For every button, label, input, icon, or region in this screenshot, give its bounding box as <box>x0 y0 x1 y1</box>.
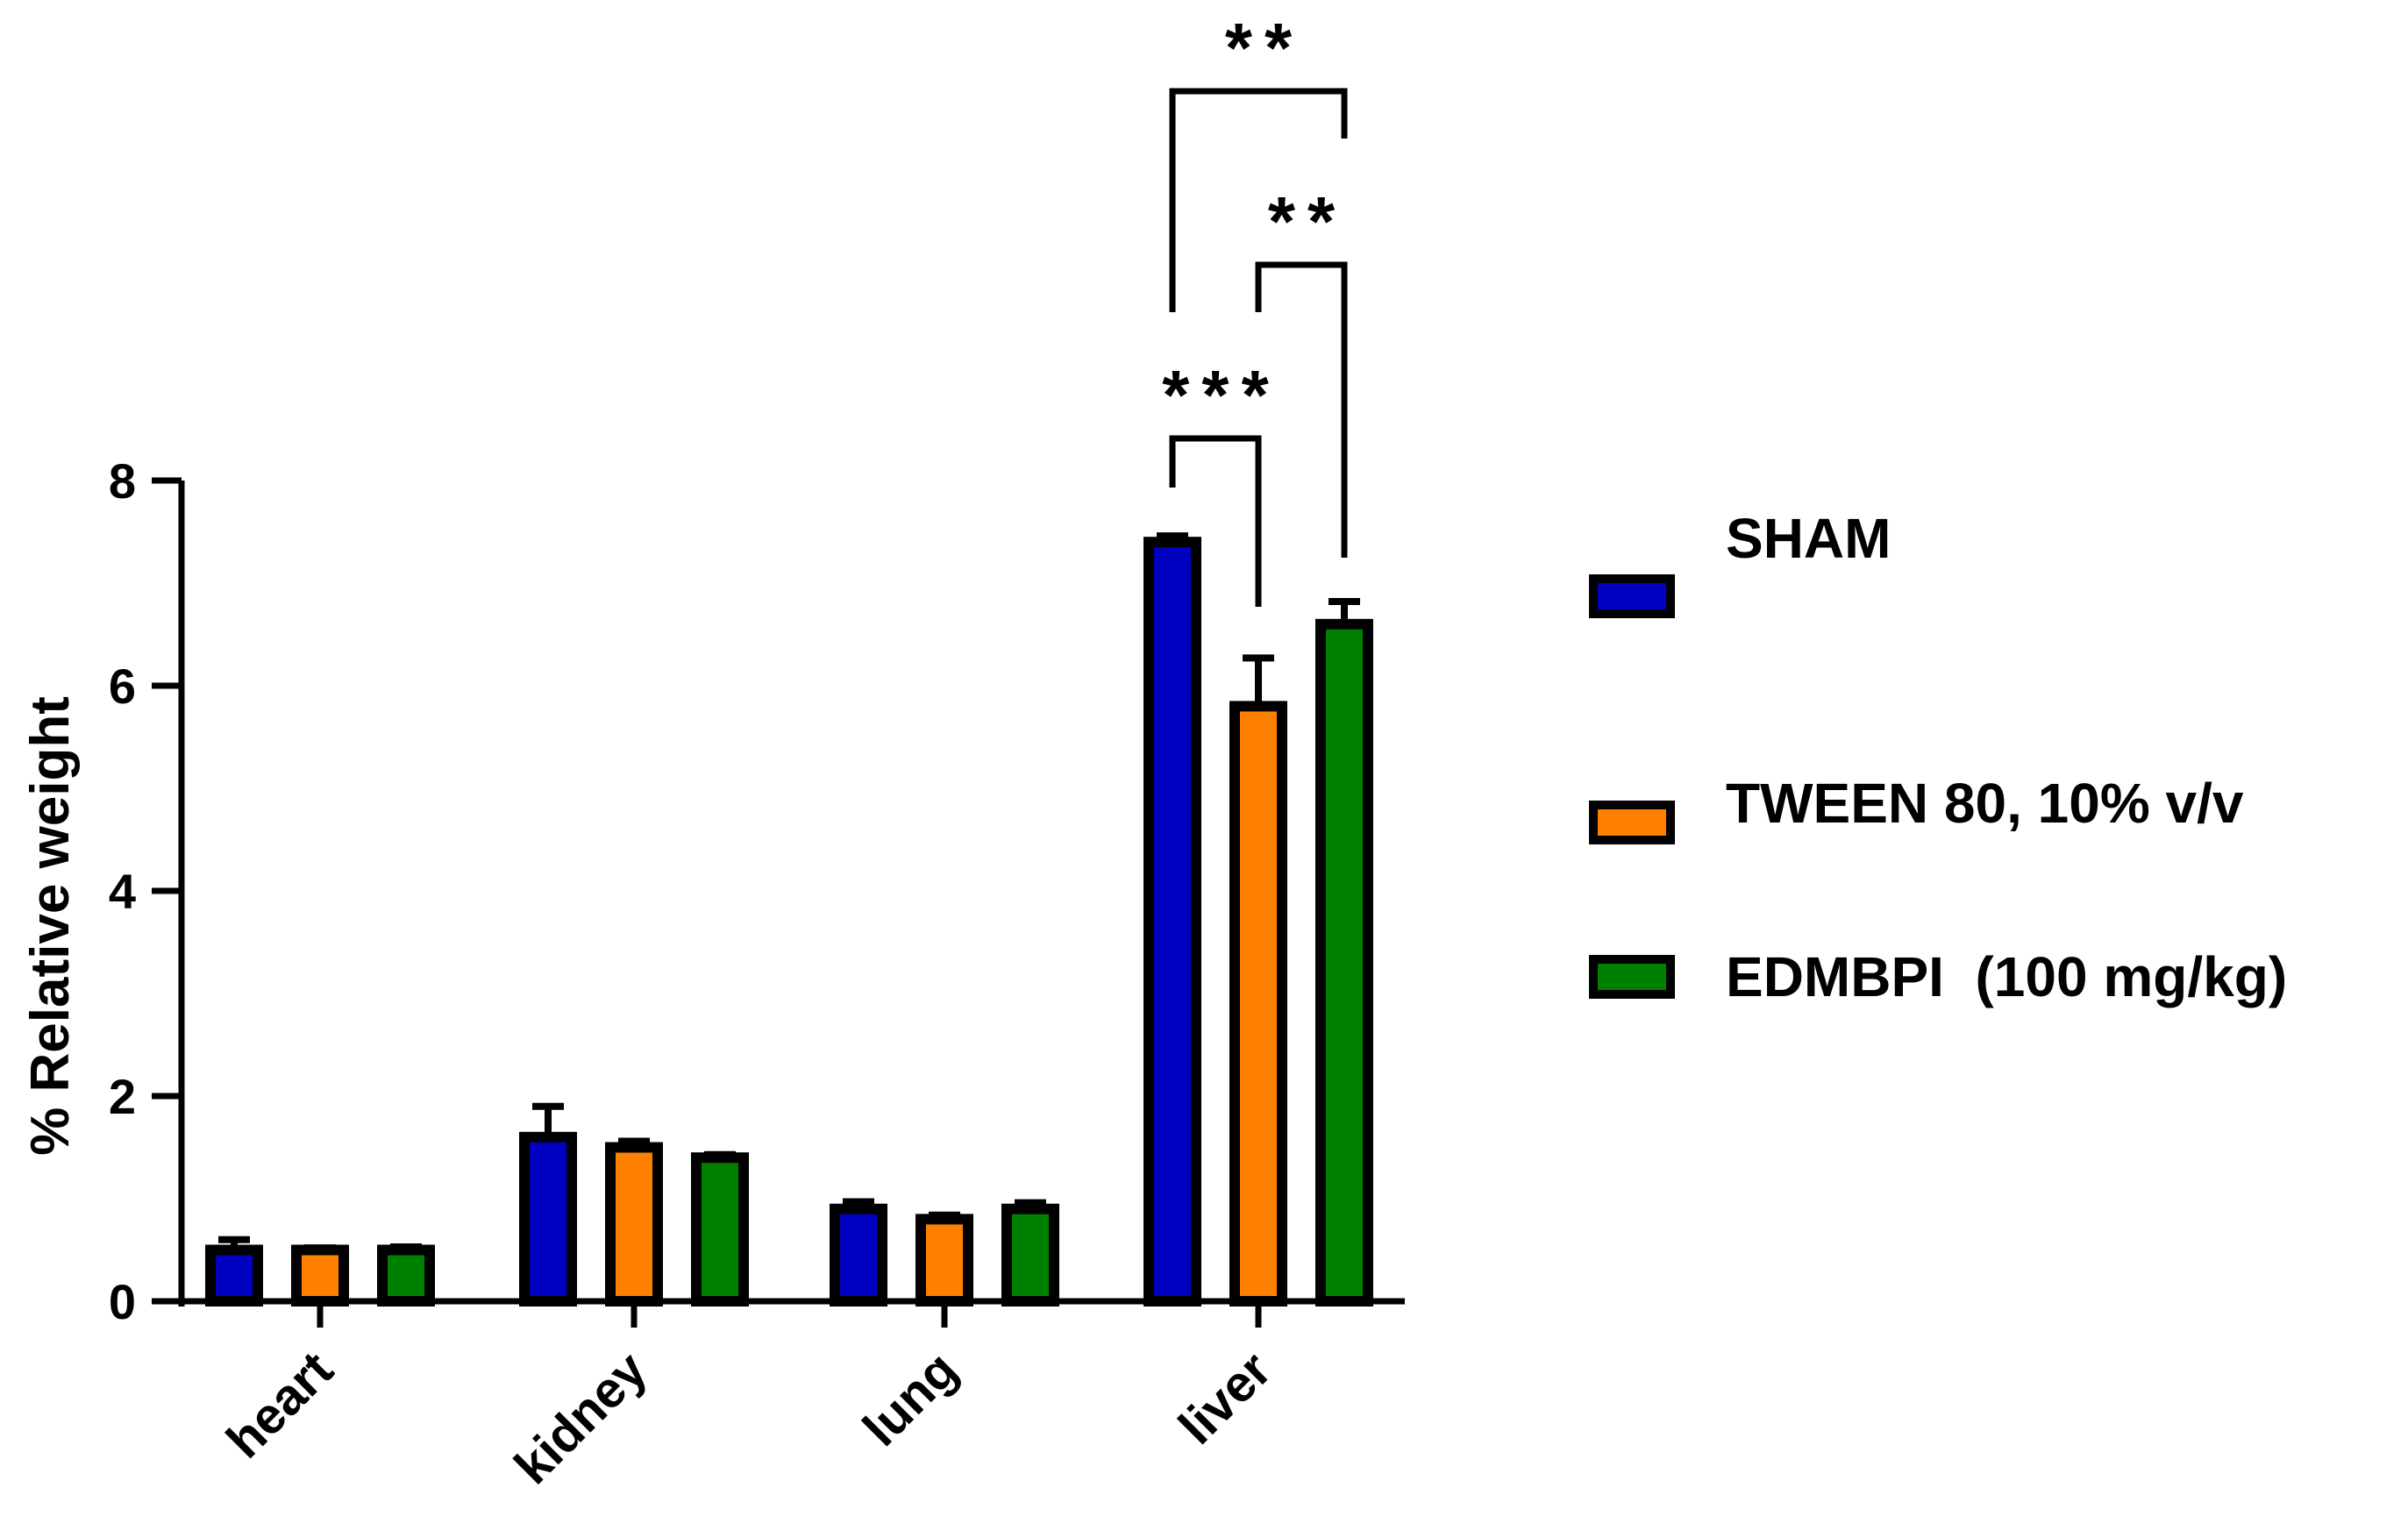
bar-lung-series-0 <box>830 1203 887 1307</box>
significance-layer: ******* <box>1162 9 1348 607</box>
significance-label-1: ** <box>1268 182 1347 260</box>
legend-label-1: TWEEN 80, 10% v/v <box>1726 772 2244 835</box>
bar-lung-series-1 <box>915 1214 973 1307</box>
bar-liver-series-2 <box>1315 618 1373 1307</box>
significance-bracket-1 <box>1255 261 1348 558</box>
y-tick-label-6: 6 <box>109 659 136 714</box>
significance-label-2: ** <box>1225 9 1304 87</box>
bar-kidney-series-1 <box>605 1142 663 1307</box>
significance-bracket-2 <box>1169 88 1348 312</box>
x-tick-label-kidney: kidney <box>503 1341 658 1495</box>
bar-kidney-series-2 <box>691 1152 749 1307</box>
significance-bracket-0 <box>1169 435 1262 607</box>
y-tick-label-4: 4 <box>109 864 136 919</box>
bars-layer <box>205 532 1373 1307</box>
legend-label-2: EDMBPI (100 mg/kg) <box>1726 945 2287 1008</box>
legend-swatch-2 <box>1589 955 1675 999</box>
bar-heart-series-2 <box>377 1244 435 1307</box>
legend: SHAM TWEEN 80, 10% v/v EDMBPI (100 mg/kg) <box>1589 507 2287 1008</box>
bar-kidney-series-0 <box>519 1131 577 1307</box>
x-tick-label-heart: heart <box>216 1341 344 1469</box>
y-tick-label-8: 8 <box>109 453 136 509</box>
legend-swatch-0 <box>1589 574 1675 618</box>
y-axis-title: % Relative weight <box>20 696 81 1156</box>
significance-label-0: *** <box>1162 356 1280 434</box>
bar-heart-series-1 <box>291 1244 349 1307</box>
legend-swatch-1 <box>1589 801 1675 844</box>
y-tick-label-2: 2 <box>109 1069 136 1124</box>
axes-layer: 0 2 4 6 8 heart kidney lung liver <box>109 453 1405 1495</box>
y-tick-label-0: 0 <box>109 1274 136 1329</box>
legend-label-0: SHAM <box>1726 507 1891 570</box>
bar-heart-series-0 <box>205 1244 263 1307</box>
bar-lung-series-2 <box>1001 1203 1059 1307</box>
x-tick-label-liver: liver <box>1168 1341 1282 1455</box>
bar-liver-series-1 <box>1229 701 1287 1307</box>
bar-liver-series-0 <box>1143 537 1201 1307</box>
x-tick-label-lung: lung <box>852 1341 969 1457</box>
